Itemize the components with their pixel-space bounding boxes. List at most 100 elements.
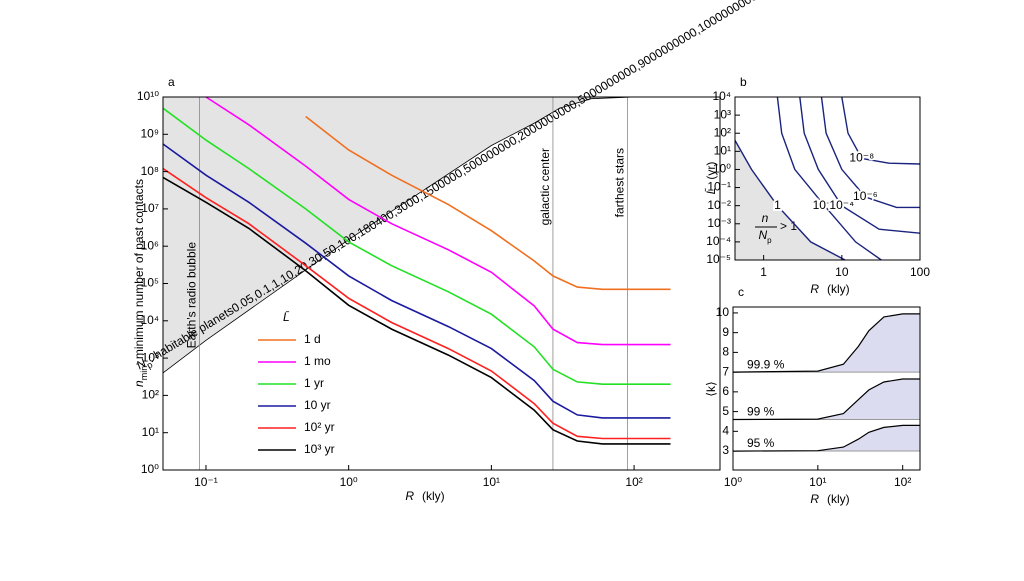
y-tick-label: 5	[722, 404, 729, 418]
contour-label: 10⁻²	[813, 198, 837, 212]
label-part: (kly)	[827, 282, 850, 296]
legend-label: 10 yr	[304, 398, 331, 412]
series-label: 99 %	[747, 405, 775, 419]
y-tick-label: 10⁹	[141, 126, 160, 140]
y-tick-label: 10⁰	[141, 462, 159, 476]
label-part: p	[767, 236, 772, 245]
y-tick-label: 9	[722, 325, 729, 339]
area-fill	[733, 313, 920, 373]
y-tick-label: 10⁻¹	[707, 180, 731, 194]
contour-line	[841, 96, 921, 165]
series-line	[162, 167, 671, 440]
legend-label: 1 yr	[304, 376, 324, 390]
x-tick-label: 10	[835, 265, 849, 279]
label-part: (kly)	[827, 492, 850, 506]
y-tick-label: 7	[722, 364, 729, 378]
axis-label: nmin: minimum number of past contacts	[132, 179, 149, 387]
series-line	[732, 424, 920, 452]
axis-label: R (kly)	[810, 282, 849, 296]
label-part: L̄	[704, 188, 718, 195]
axis-label: R (kly)	[810, 492, 849, 506]
x-tick-label: 10⁰	[724, 475, 742, 489]
reference-label: galactic center	[538, 148, 552, 225]
reference-label: farthest stars	[613, 148, 627, 217]
contour-line	[799, 96, 921, 234]
y-tick-label: 3	[722, 443, 729, 457]
label-part: n	[132, 380, 146, 387]
x-tick-label: 10¹	[483, 475, 500, 489]
habitable-line	[162, 96, 671, 374]
legend-label: 10² yr	[304, 420, 335, 434]
y-tick-label: 10⁴	[712, 89, 731, 103]
x-tick-label: 1	[760, 265, 767, 279]
x-tick-label: 10²	[625, 475, 642, 489]
legend-label: 1 mo	[304, 354, 331, 368]
label-part: min	[139, 366, 149, 381]
y-tick-label: 10¹	[714, 144, 731, 158]
region-shade	[735, 140, 846, 260]
series-label: 99.9 %	[747, 357, 785, 371]
y-tick-label: 10⁶	[141, 238, 159, 252]
series-line	[162, 176, 671, 445]
panel-label: c	[738, 285, 744, 299]
y-tick-label: 10⁻³	[707, 216, 731, 230]
axis-label: L̄ (yr)	[704, 162, 718, 195]
y-tick-label: 10¹	[142, 425, 159, 439]
x-tick-label: 10⁰	[340, 475, 358, 489]
label-part: N	[758, 228, 767, 242]
region-text: > 1	[780, 219, 797, 233]
x-tick-label: 10¹	[809, 475, 826, 489]
y-tick-label: 10⁸	[141, 164, 159, 178]
y-tick-label: 10¹⁰	[137, 89, 159, 103]
region-den: Np	[758, 228, 772, 244]
plot-border	[732, 306, 921, 471]
series-line	[732, 378, 920, 421]
y-tick-label: 10⁻⁵	[706, 252, 731, 266]
legend-label: 1 d	[304, 332, 321, 346]
contour-label: 1	[774, 198, 781, 212]
y-tick-label: 10³	[714, 107, 731, 121]
label-part: (yr)	[704, 162, 718, 180]
x-tick-label: 100	[910, 265, 930, 279]
label-part: p	[145, 360, 154, 371]
series-line	[732, 313, 920, 373]
y-tick-label: 10	[716, 305, 730, 319]
y-tick-label: 10²	[714, 125, 731, 139]
label-part: R	[405, 489, 414, 503]
y-tick-label: 10³	[142, 350, 159, 364]
region-num: n	[762, 211, 769, 225]
axis-label: R (kly)	[405, 489, 444, 503]
area-fill	[733, 425, 920, 452]
y-tick-label: 10⁴	[140, 313, 159, 327]
contour-label: 10⁻⁴	[829, 198, 854, 212]
y-tick-label: 4	[722, 423, 729, 437]
y-tick-label: 10⁷	[141, 201, 159, 215]
legend-label: 10³ yr	[304, 442, 335, 456]
contour-line	[776, 96, 882, 261]
reference-label: Earth's radio bubble	[185, 242, 199, 349]
series-line	[205, 96, 671, 346]
panel-label: a	[168, 75, 175, 89]
y-tick-label: 10⁵	[141, 276, 159, 290]
legend-title: L̄	[283, 310, 290, 324]
label-part: (kly)	[422, 489, 445, 503]
y-tick-label: 10⁻⁴	[706, 234, 731, 248]
series-label: 95 %	[747, 436, 775, 450]
contour-label: 10⁻⁸	[849, 151, 874, 165]
series-line	[162, 143, 671, 419]
label-part: ⟨k⟩	[704, 381, 718, 396]
contour-line	[734, 140, 846, 261]
label-part: R	[810, 492, 819, 506]
axis-label: ⟨k⟩	[704, 381, 718, 396]
y-tick-label: 6	[722, 384, 729, 398]
habitable-region	[163, 97, 720, 373]
label-part: : minimum number of past contacts	[132, 179, 146, 366]
y-tick-label: 10⁰	[713, 162, 731, 176]
contour-label: 10⁻⁶	[853, 189, 878, 203]
y-tick-label: 10²	[142, 388, 159, 402]
contour-line	[820, 96, 920, 209]
series-line	[162, 107, 671, 385]
plot-border	[734, 96, 921, 261]
